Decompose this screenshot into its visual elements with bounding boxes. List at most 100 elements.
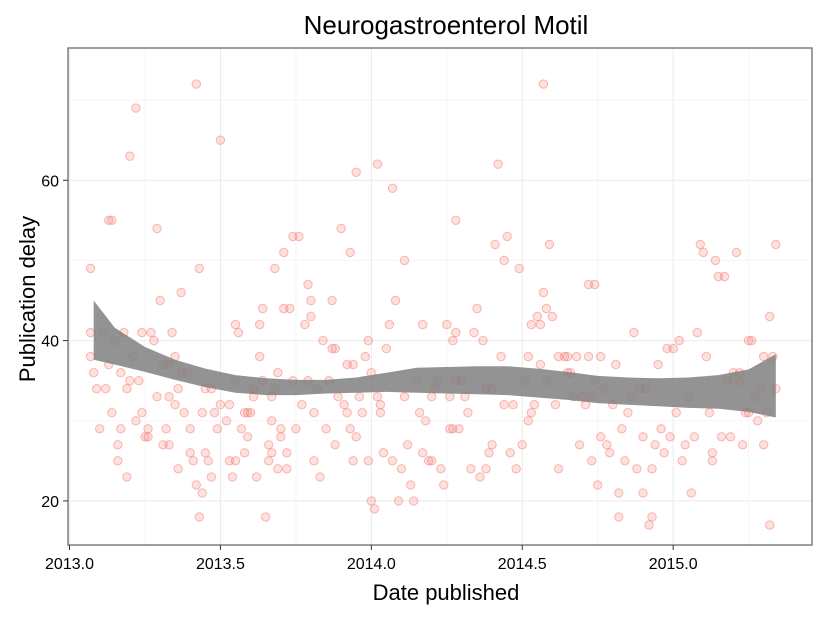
data-point bbox=[541, 303, 552, 314]
data-point bbox=[351, 432, 361, 442]
x-tick-label: 2013.5 bbox=[196, 556, 245, 573]
data-point bbox=[535, 319, 546, 330]
data-point bbox=[101, 384, 111, 394]
data-point bbox=[267, 448, 277, 458]
x-tick-label: 2014.5 bbox=[498, 556, 547, 573]
data-point bbox=[427, 456, 437, 466]
data-point bbox=[134, 376, 144, 386]
data-point bbox=[680, 440, 690, 450]
data-point bbox=[710, 255, 721, 266]
data-point bbox=[194, 263, 205, 274]
data-point bbox=[653, 359, 663, 370]
data-point bbox=[469, 327, 479, 338]
data-point bbox=[396, 464, 407, 474]
data-point bbox=[417, 319, 428, 330]
data-point bbox=[493, 159, 503, 169]
data-point bbox=[267, 416, 277, 426]
data-point bbox=[197, 488, 208, 498]
data-point bbox=[445, 392, 455, 402]
data-point bbox=[725, 432, 736, 442]
data-point bbox=[737, 440, 748, 450]
data-point bbox=[194, 512, 205, 522]
data-point bbox=[107, 408, 117, 418]
data-point bbox=[348, 359, 358, 370]
data-point bbox=[203, 456, 214, 466]
data-point bbox=[321, 424, 331, 434]
data-point bbox=[306, 311, 316, 322]
data-point bbox=[179, 408, 189, 418]
data-point bbox=[656, 424, 666, 434]
data-point bbox=[448, 335, 458, 346]
data-point bbox=[354, 392, 364, 402]
data-point bbox=[173, 464, 183, 474]
data-point bbox=[255, 351, 265, 362]
data-point bbox=[451, 215, 461, 226]
data-point bbox=[665, 432, 675, 442]
data-point bbox=[596, 432, 606, 442]
data-point bbox=[701, 351, 712, 362]
data-point bbox=[620, 456, 630, 466]
data-point bbox=[309, 456, 319, 466]
data-point bbox=[200, 448, 211, 458]
x-axis-title: Date published bbox=[373, 580, 520, 605]
data-point bbox=[285, 303, 295, 314]
data-point bbox=[511, 464, 521, 474]
data-point bbox=[245, 408, 256, 418]
data-point bbox=[351, 167, 361, 178]
data-point bbox=[614, 488, 624, 498]
data-point bbox=[532, 311, 542, 322]
data-point bbox=[445, 424, 455, 434]
data-point bbox=[209, 408, 220, 418]
data-point bbox=[538, 79, 549, 89]
data-point bbox=[746, 335, 757, 346]
data-point bbox=[417, 448, 428, 458]
data-point bbox=[698, 247, 708, 258]
data-point bbox=[131, 416, 141, 426]
data-point bbox=[233, 327, 244, 338]
data-point bbox=[327, 295, 337, 306]
data-point bbox=[596, 351, 606, 362]
data-point bbox=[206, 472, 217, 482]
data-point bbox=[695, 239, 705, 250]
data-point bbox=[242, 432, 253, 442]
data-point bbox=[617, 424, 627, 434]
data-point bbox=[270, 263, 280, 274]
data-point bbox=[427, 392, 437, 402]
data-point bbox=[113, 456, 123, 466]
data-point bbox=[224, 400, 235, 410]
data-point bbox=[387, 183, 398, 194]
data-point bbox=[704, 408, 715, 418]
data-point bbox=[315, 472, 325, 482]
data-point bbox=[330, 440, 340, 450]
data-point bbox=[273, 464, 283, 474]
data-point bbox=[514, 263, 524, 274]
data-point bbox=[327, 343, 337, 354]
data-point bbox=[472, 303, 482, 314]
data-point bbox=[255, 319, 265, 330]
data-point bbox=[333, 392, 343, 402]
data-point bbox=[611, 359, 621, 370]
data-point bbox=[164, 392, 174, 402]
data-point bbox=[436, 464, 446, 474]
data-point bbox=[300, 319, 310, 330]
data-point bbox=[264, 440, 274, 450]
data-point bbox=[137, 408, 147, 418]
data-point bbox=[481, 464, 491, 474]
data-point bbox=[399, 392, 410, 402]
data-point bbox=[342, 408, 352, 418]
data-point bbox=[140, 432, 150, 442]
data-point bbox=[502, 231, 512, 242]
data-point bbox=[605, 448, 615, 458]
data-point bbox=[215, 400, 226, 410]
data-point bbox=[185, 448, 195, 458]
data-point bbox=[191, 79, 202, 89]
data-point bbox=[167, 327, 177, 338]
data-point bbox=[236, 424, 247, 434]
data-point bbox=[212, 424, 223, 434]
data-point bbox=[686, 488, 696, 498]
data-point bbox=[239, 448, 250, 458]
data-point bbox=[85, 263, 96, 274]
data-point bbox=[463, 408, 473, 418]
data-point bbox=[466, 464, 476, 474]
axis-layer: 2013.0 2013.5 2014.0 2014.5 2015.0 20 40 60 bbox=[41, 173, 698, 573]
